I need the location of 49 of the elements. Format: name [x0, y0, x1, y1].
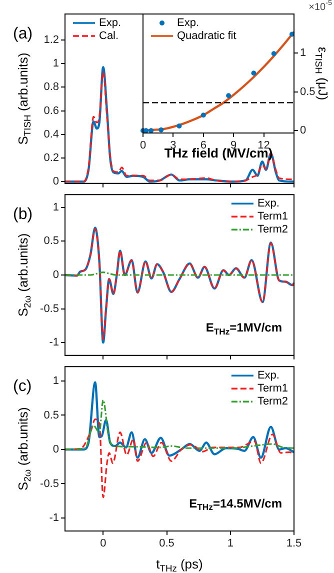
x-tick-label: 0.5: [159, 538, 174, 550]
y-tick-label: 1: [52, 58, 59, 70]
y2-tick-label: 0.5: [300, 86, 316, 98]
y-tick-label: 0: [52, 269, 59, 282]
legend-label: Exp.: [257, 198, 280, 210]
y-tick-label: -0.5: [40, 302, 59, 315]
y-tick-label: 0.6: [44, 104, 59, 117]
y-tick-label: -0.5: [40, 478, 59, 490]
x-tick-label: 0: [100, 538, 106, 550]
y-tick-label: 0.5: [44, 235, 59, 248]
legend-label: Term1: [257, 210, 288, 223]
y-tick-label: 0: [52, 444, 59, 456]
y-tick-label: 1: [52, 375, 59, 388]
text: (b): [13, 206, 33, 224]
y-axis-title: STISH (arb.units): [16, 52, 32, 145]
y-tick-label: 0.5: [44, 409, 59, 422]
legend-label: Term2: [257, 396, 288, 408]
point: [176, 124, 182, 128]
y2-tick-label: 1: [300, 46, 306, 59]
y-tick-label: 1: [52, 201, 59, 214]
legend-label: Term2: [257, 224, 288, 236]
y-tick-label: -1: [49, 512, 59, 524]
x-tick-label: 0: [140, 140, 146, 152]
y-axis-title: S2ω (arb.units): [16, 233, 32, 317]
legend-label: Exp.: [99, 17, 122, 30]
point: [271, 51, 276, 56]
legend-label: Term1: [257, 382, 288, 395]
y-tick-label: 0: [52, 176, 59, 188]
y2-tick-label: 0: [300, 124, 306, 137]
y-axis-title: S2ω (arb.units): [16, 407, 32, 490]
y-tick-label: 0.8: [44, 81, 59, 94]
text: (c): [13, 378, 32, 396]
legend-label: Cal.: [99, 30, 119, 42]
legend-label: Exp.: [257, 370, 280, 382]
legend-label: Quadratic fit: [177, 30, 236, 42]
text: (a): [13, 25, 33, 42]
y-tick-label: -1: [49, 336, 59, 349]
y-tick-label: 0.2: [44, 152, 59, 164]
point: [251, 70, 256, 76]
point: [200, 112, 206, 118]
y2-axis-title: εTISH (μJ): [314, 46, 330, 100]
x-tick-label: 1: [227, 538, 234, 550]
point: [158, 127, 164, 132]
legend-label: Exp.: [177, 17, 200, 30]
x-tick-label: 6: [200, 140, 206, 152]
x-tick-label: 1.5: [286, 538, 302, 550]
y-tick-label: 0.4: [44, 128, 59, 140]
y-tick-label: 1.2: [44, 34, 59, 46]
point: [226, 93, 232, 98]
